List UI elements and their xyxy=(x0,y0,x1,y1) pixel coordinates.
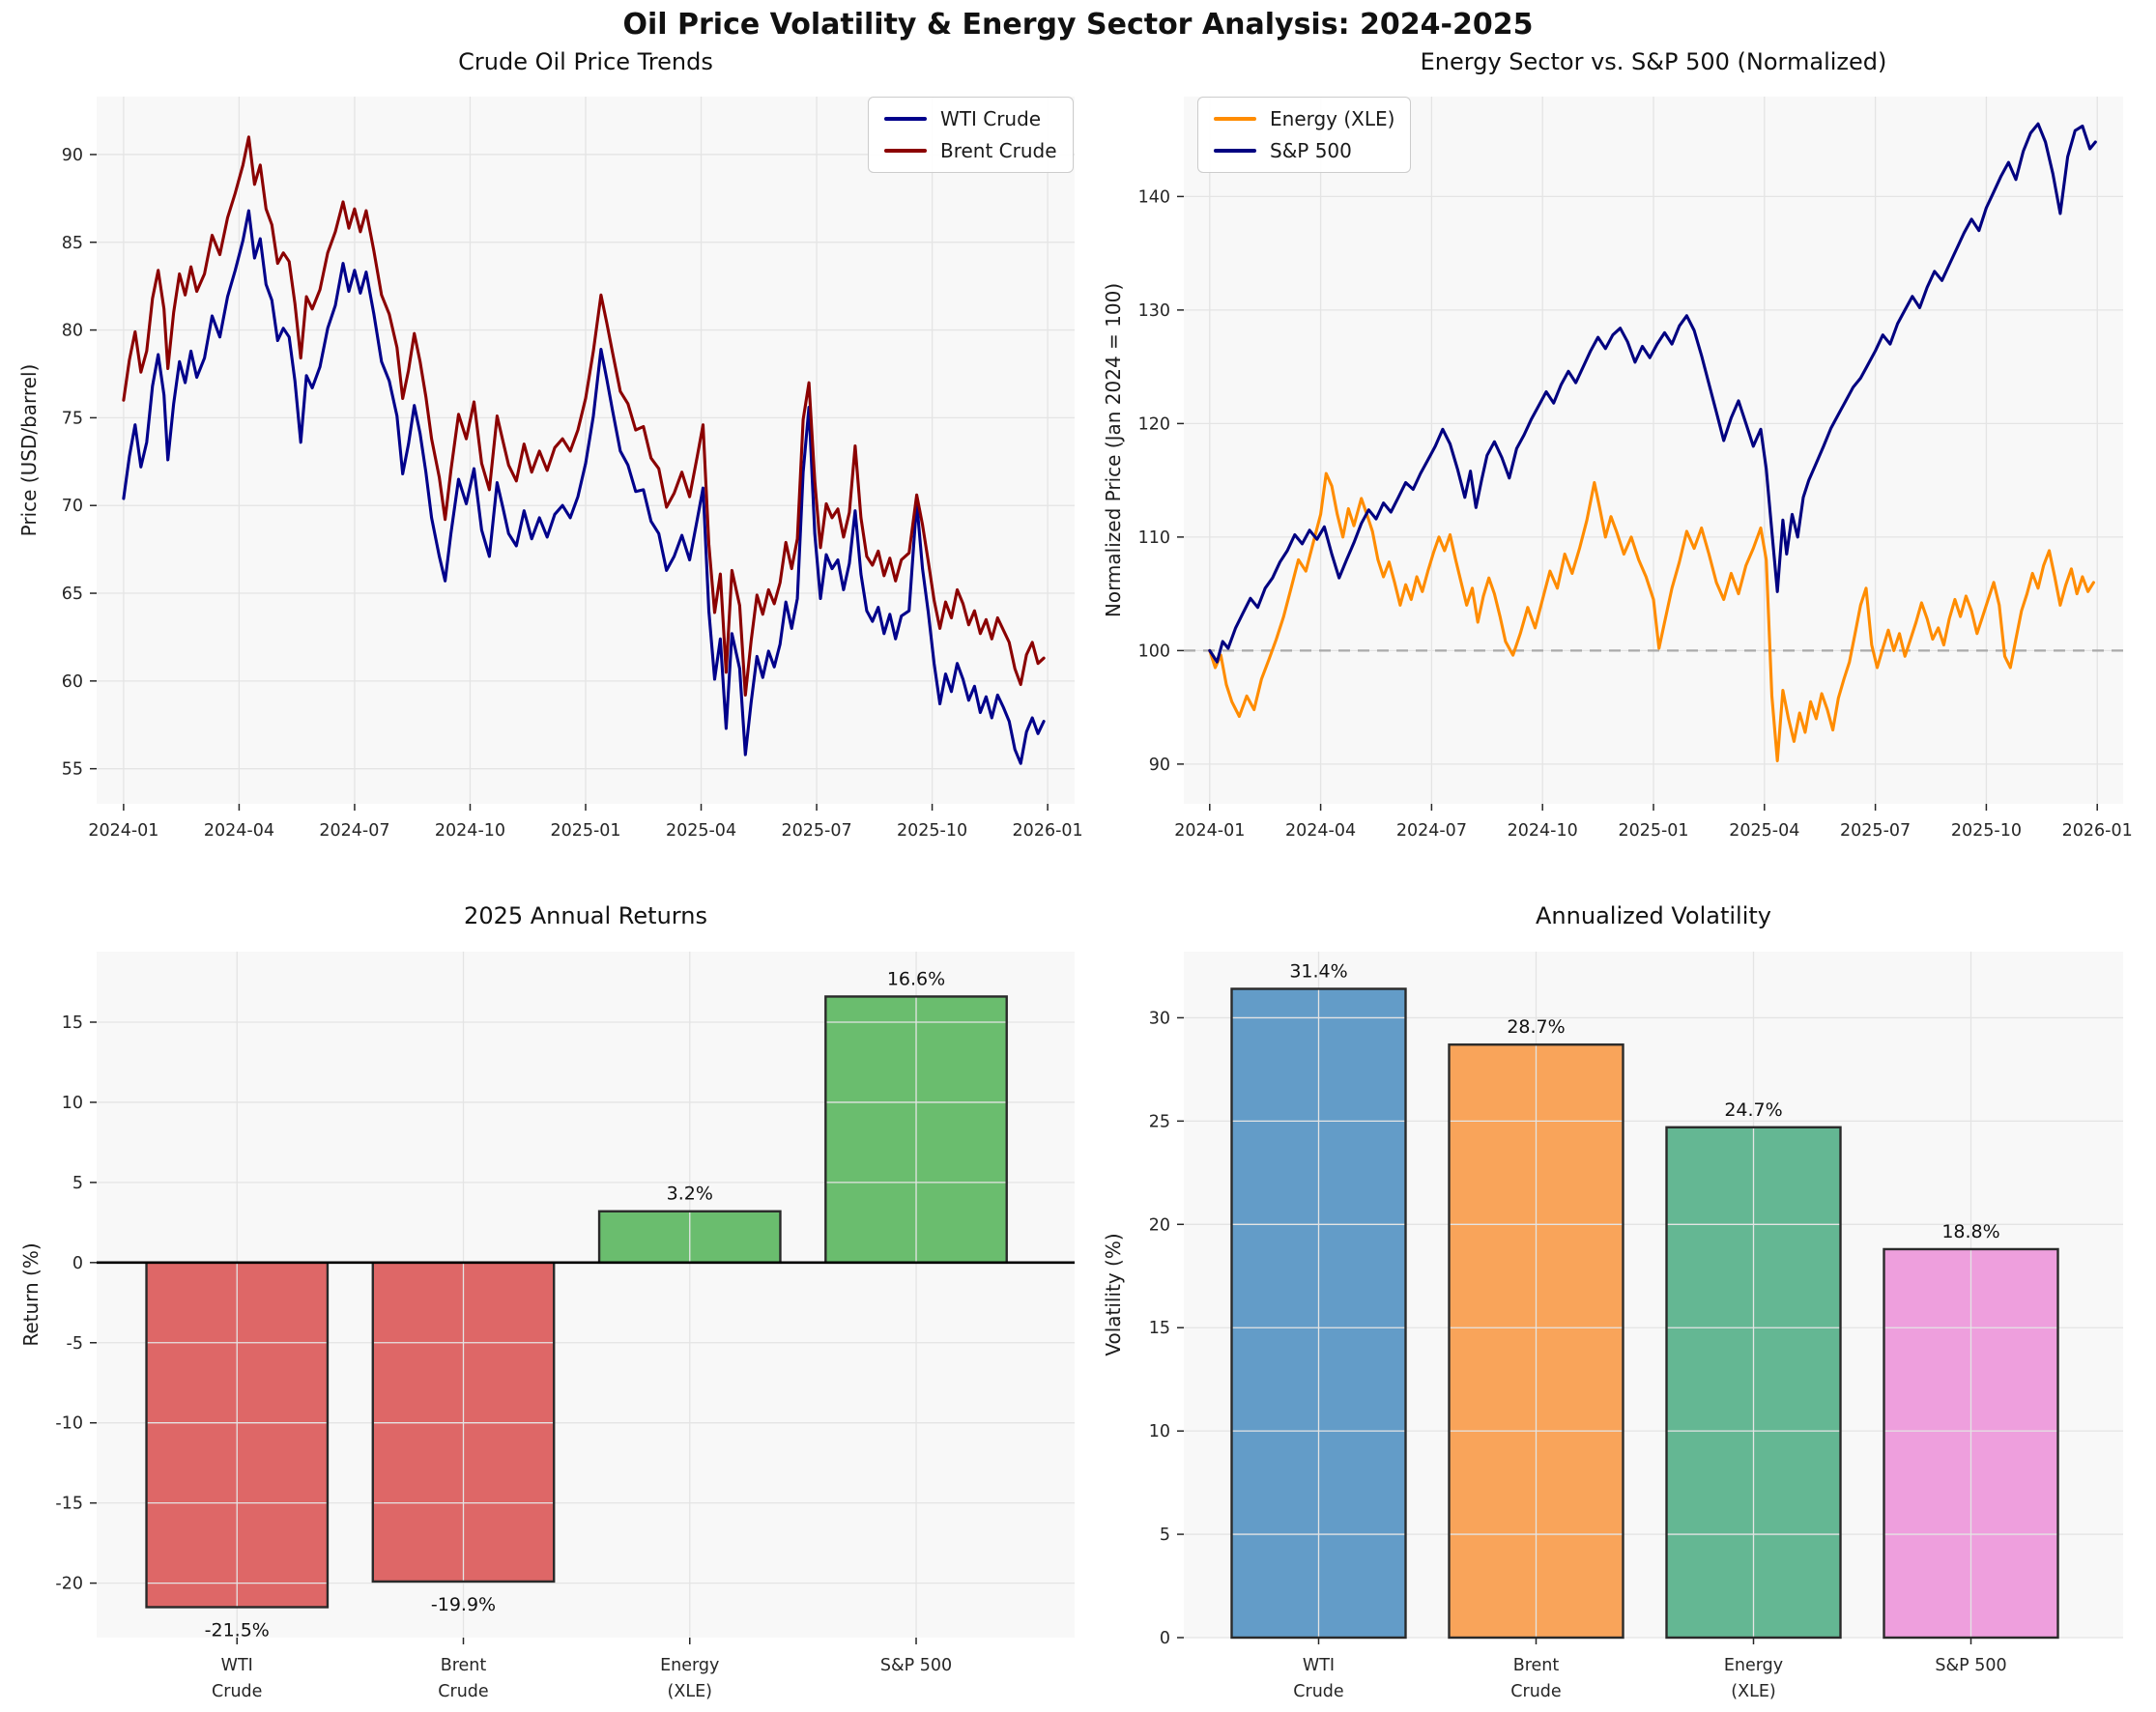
svg-text:130: 130 xyxy=(1138,301,1170,321)
legend-energy-sp500: Energy (XLE) S&P 500 xyxy=(1197,97,1412,173)
svg-text:2025-01: 2025-01 xyxy=(1618,821,1688,841)
svg-text:-19.9%: -19.9% xyxy=(431,1594,496,1615)
svg-text:60: 60 xyxy=(62,672,83,692)
svg-text:5: 5 xyxy=(1160,1526,1170,1545)
svg-text:2025-04: 2025-04 xyxy=(1729,821,1799,841)
svg-text:10: 10 xyxy=(62,1094,83,1113)
sp500-line-swatch xyxy=(1214,149,1256,153)
panel-title-annual-returns: 2025 Annual Returns xyxy=(464,902,707,929)
legend-crude-oil: WTI Crude Brent Crude xyxy=(868,97,1074,173)
svg-text:3.2%: 3.2% xyxy=(667,1184,713,1205)
svg-text:15: 15 xyxy=(62,1013,83,1033)
svg-text:-21.5%: -21.5% xyxy=(205,1619,270,1641)
svg-text:15: 15 xyxy=(1149,1319,1170,1338)
svg-text:2025-10: 2025-10 xyxy=(897,821,967,841)
svg-text:90: 90 xyxy=(62,146,83,165)
svg-text:18.8%: 18.8% xyxy=(1941,1221,1999,1242)
svg-text:20: 20 xyxy=(1149,1215,1170,1235)
legend-label-brent: Brent Crude xyxy=(940,139,1057,162)
svg-text:2024-10: 2024-10 xyxy=(435,821,505,841)
svg-text:2025-01: 2025-01 xyxy=(550,821,620,841)
svg-text:2026-01: 2026-01 xyxy=(1013,821,1083,841)
legend-item-wti: WTI Crude xyxy=(884,107,1057,130)
svg-text:2026-01: 2026-01 xyxy=(2062,821,2133,841)
ylabel-price-usd-barrel: Price (USD/barrel) xyxy=(17,363,41,537)
svg-text:Energy(XLE): Energy (XLE) xyxy=(660,1656,719,1701)
svg-text:2024-01: 2024-01 xyxy=(1174,821,1245,841)
svg-text:28.7%: 28.7% xyxy=(1507,1016,1565,1038)
svg-text:5: 5 xyxy=(72,1174,83,1193)
svg-text:0: 0 xyxy=(72,1254,83,1273)
svg-text:30: 30 xyxy=(1149,1009,1170,1028)
legend-item-brent: Brent Crude xyxy=(884,139,1057,162)
svg-text:2024-04: 2024-04 xyxy=(204,821,274,841)
svg-text:10: 10 xyxy=(1149,1422,1170,1441)
ylabel-volatility-pct: Volatility (%) xyxy=(1102,1233,1125,1356)
svg-text:S&P 500: S&P 500 xyxy=(1935,1656,2006,1675)
svg-text:70: 70 xyxy=(62,497,83,516)
svg-text:55: 55 xyxy=(62,760,83,780)
svg-text:120: 120 xyxy=(1138,414,1170,434)
panel-title-annualized-volatility: Annualized Volatility xyxy=(1536,902,1771,929)
svg-text:2025-04: 2025-04 xyxy=(666,821,736,841)
ylabel-return-pct: Return (%) xyxy=(19,1242,43,1347)
svg-text:2024-01: 2024-01 xyxy=(88,821,158,841)
panel-title-crude-oil-trends: Crude Oil Price Trends xyxy=(458,48,713,75)
svg-text:-5: -5 xyxy=(67,1334,83,1354)
svg-text:2025-07: 2025-07 xyxy=(781,821,851,841)
svg-text:2024-07: 2024-07 xyxy=(319,821,389,841)
svg-text:S&P 500: S&P 500 xyxy=(880,1656,952,1675)
ylabel-normalized-price: Normalized Price (Jan 2024 = 100) xyxy=(1102,282,1125,618)
svg-text:85: 85 xyxy=(62,234,83,253)
svg-text:24.7%: 24.7% xyxy=(1724,1099,1782,1121)
legend-label-wti: WTI Crude xyxy=(940,107,1042,130)
svg-text:16.6%: 16.6% xyxy=(887,968,945,989)
svg-text:100: 100 xyxy=(1138,642,1170,661)
legend-item-xle: Energy (XLE) xyxy=(1214,107,1394,130)
legend-label-sp500: S&P 500 xyxy=(1270,139,1352,162)
svg-text:Energy(XLE): Energy (XLE) xyxy=(1724,1656,1783,1701)
svg-text:75: 75 xyxy=(62,409,83,428)
svg-text:90: 90 xyxy=(1149,756,1170,775)
svg-text:31.4%: 31.4% xyxy=(1289,960,1347,982)
svg-text:0: 0 xyxy=(1160,1629,1170,1648)
svg-text:140: 140 xyxy=(1138,187,1170,207)
svg-text:-15: -15 xyxy=(55,1495,83,1514)
svg-text:-20: -20 xyxy=(55,1575,83,1594)
legend-item-sp500: S&P 500 xyxy=(1214,139,1394,162)
panel-title-energy-vs-sp500: Energy Sector vs. S&P 500 (Normalized) xyxy=(1420,48,1887,75)
legend-label-xle: Energy (XLE) xyxy=(1270,107,1395,130)
xle-line-swatch xyxy=(1214,117,1256,121)
svg-text:2024-07: 2024-07 xyxy=(1396,821,1467,841)
wti-line-swatch xyxy=(884,117,927,121)
svg-text:80: 80 xyxy=(62,322,83,341)
svg-text:65: 65 xyxy=(62,585,83,604)
svg-text:2025-07: 2025-07 xyxy=(1840,821,1911,841)
svg-text:2024-10: 2024-10 xyxy=(1508,821,1578,841)
figure-title: Oil Price Volatility & Energy Sector Ana… xyxy=(622,8,1534,42)
svg-text:25: 25 xyxy=(1149,1112,1170,1131)
brent-line-swatch xyxy=(884,149,927,153)
svg-text:110: 110 xyxy=(1138,528,1170,548)
svg-text:2025-10: 2025-10 xyxy=(1951,821,2022,841)
svg-text:2024-04: 2024-04 xyxy=(1285,821,1356,841)
svg-text:-10: -10 xyxy=(55,1414,83,1434)
